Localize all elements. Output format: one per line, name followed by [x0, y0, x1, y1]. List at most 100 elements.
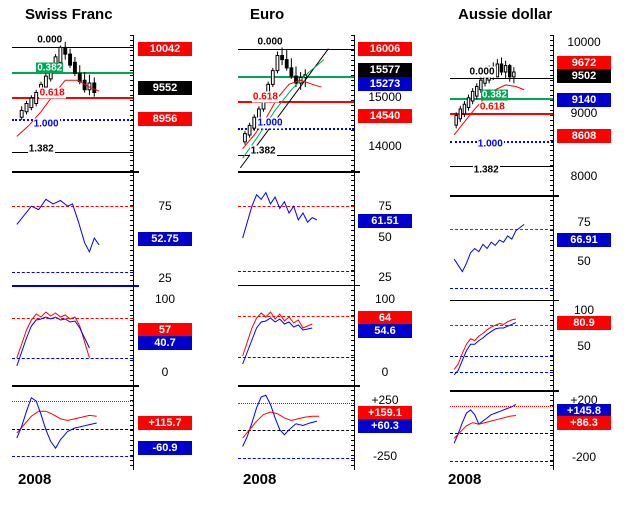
aussie-dollar-panel-separator: [450, 300, 559, 301]
fib-label: 0.618: [478, 101, 506, 113]
swiss-franc-momentum-panel: [12, 386, 133, 470]
fib-label: 0.000: [36, 34, 64, 46]
fib-label: 1.000: [32, 118, 60, 130]
price-reference-line: [12, 118, 133, 121]
euro-price-scale-ruler: [349, 35, 355, 471]
momentum-reference-line: [238, 457, 354, 459]
euro-rsi-line: [243, 193, 317, 239]
rsi-reference-line: [12, 205, 133, 207]
swiss-franc-value-badge: 9552: [138, 81, 192, 95]
euro-value-badge: 54.6: [358, 324, 412, 338]
euro-panel-separator: [238, 385, 360, 387]
fib-label: 0.618: [251, 91, 279, 103]
euro-ma-red: [243, 80, 322, 148]
swiss-franc-rsi-panel: [12, 172, 133, 286]
rsi-reference-line: [450, 228, 553, 230]
aussie-dollar-momentum-panel: [450, 391, 553, 470]
swiss-franc-panel-separator: [12, 385, 139, 387]
swiss-franc-panel-separator: [12, 285, 139, 287]
stochastic-reference-line: [12, 358, 133, 359]
momentum-reference-line: [12, 401, 133, 403]
momentum-reference-line: [238, 402, 354, 404]
euro-momentum-red: [243, 412, 320, 438]
momentum-reference-line: [450, 433, 553, 435]
euro-value-badge: 64: [358, 311, 412, 325]
fib-label: 1.000: [476, 138, 504, 150]
fib-label: 1.000: [256, 117, 284, 129]
swiss-franc-stochastic-plot: [12, 286, 133, 386]
euro-stoch-d: [243, 318, 313, 364]
euro-panel-separator: [238, 171, 360, 173]
price-reference-line: [12, 47, 133, 49]
swiss-franc-price-panel: 0.000 0.382 0.618 1.000 1.382: [12, 34, 133, 172]
euro-value-badge: 15577: [358, 63, 412, 77]
euro-scale-label: 15000: [368, 90, 402, 104]
rsi-reference-line: [12, 271, 133, 273]
euro-scale-label: 100: [374, 292, 396, 306]
rsi-reference-line: [450, 287, 553, 289]
aussie-dollar-scale-label: 50: [577, 254, 591, 268]
swiss-franc-scale-label: 0: [161, 365, 169, 379]
aussie-dollar-value-badge: 9140: [557, 93, 611, 107]
swiss-franc-rsi-plot: [12, 172, 133, 286]
euro-stochastic-plot: [238, 286, 354, 386]
aussie-dollar-stochastic-panel: [450, 301, 553, 391]
euro-scale-label: 14000: [368, 139, 402, 153]
swiss-franc-value-badge: +115.7: [138, 416, 192, 430]
price-reference-line: [12, 151, 133, 153]
aussie-dollar-value-badge: 8608: [557, 129, 611, 143]
aussie-dollar-stoch-d: [454, 323, 516, 375]
euro-value-badge: 15273: [358, 77, 412, 91]
euro-scale-label: 50: [378, 230, 392, 244]
aussie-dollar-price-plot: [450, 35, 553, 196]
aussie-dollar-scale-label: -200: [571, 450, 597, 464]
x-axis-year-label-swiss: 2008: [18, 471, 52, 488]
euro-ruler-ticks: [351, 35, 355, 471]
fib-label: 0.382: [480, 89, 508, 101]
fib-label: 0.618: [38, 87, 66, 99]
price-reference-line: [12, 71, 133, 74]
momentum-reference-line: [450, 406, 553, 407]
aussie-dollar-scale-label: 10000: [567, 35, 601, 49]
price-reference-line: [450, 112, 553, 115]
aussie-dollar-scale-label: 50: [577, 339, 591, 353]
x-axis-year-label-aussie: 2008: [448, 471, 482, 488]
euro-momentum-plot: [238, 386, 354, 470]
euro-scale-label: 0: [381, 365, 389, 379]
chart-title-euro: Euro: [250, 6, 285, 23]
x-axis-year-label-euro: 2008: [243, 471, 277, 488]
aussie-dollar-ruler-ticks: [550, 35, 554, 471]
chart-title-aussie-dollar: Aussie dollar: [458, 6, 553, 23]
price-reference-line: [12, 97, 133, 100]
aussie-dollar-scale-label: 100: [573, 303, 595, 317]
momentum-reference-line: [450, 460, 553, 462]
swiss-franc-momentum-blue: [17, 398, 97, 448]
swiss-franc-price-scale-ruler: [128, 35, 134, 471]
euro-scale-label: 75: [378, 199, 392, 213]
momentum-reference-line: [238, 430, 354, 432]
swiss-franc-stoch-k: [17, 312, 90, 358]
swiss-franc-rsi-line: [17, 199, 99, 251]
euro-stoch-k: [243, 312, 313, 356]
price-reference-line: [238, 101, 354, 104]
euro-value-badge: 14540: [358, 109, 412, 123]
aussie-dollar-momentum-plot: [450, 391, 553, 470]
stochastic-reference-line: [238, 316, 354, 317]
aussie-dollar-scale-label: +200: [570, 393, 598, 407]
swiss-franc-panel-separator: [12, 171, 139, 173]
euro-scale-label: 25: [378, 270, 392, 284]
stochastic-reference-line: [450, 325, 553, 327]
swiss-franc-scale-label: 75: [158, 199, 172, 213]
euro-panel-separator: [238, 285, 360, 286]
aussie-dollar-momentum-red: [454, 415, 516, 438]
momentum-reference-line: [12, 455, 133, 457]
chart-title-swiss-franc: Swiss Franc: [25, 6, 113, 23]
fib-label: 0.000: [256, 36, 284, 48]
euro-ma-green: [243, 60, 324, 159]
euro-scale-label: -250: [372, 449, 398, 463]
aussie-dollar-value-badge: +145.8: [557, 404, 611, 418]
fib-label: 0.382: [36, 62, 64, 74]
stochastic-reference-line: [238, 357, 354, 358]
euro-rsi-panel: [238, 172, 354, 286]
